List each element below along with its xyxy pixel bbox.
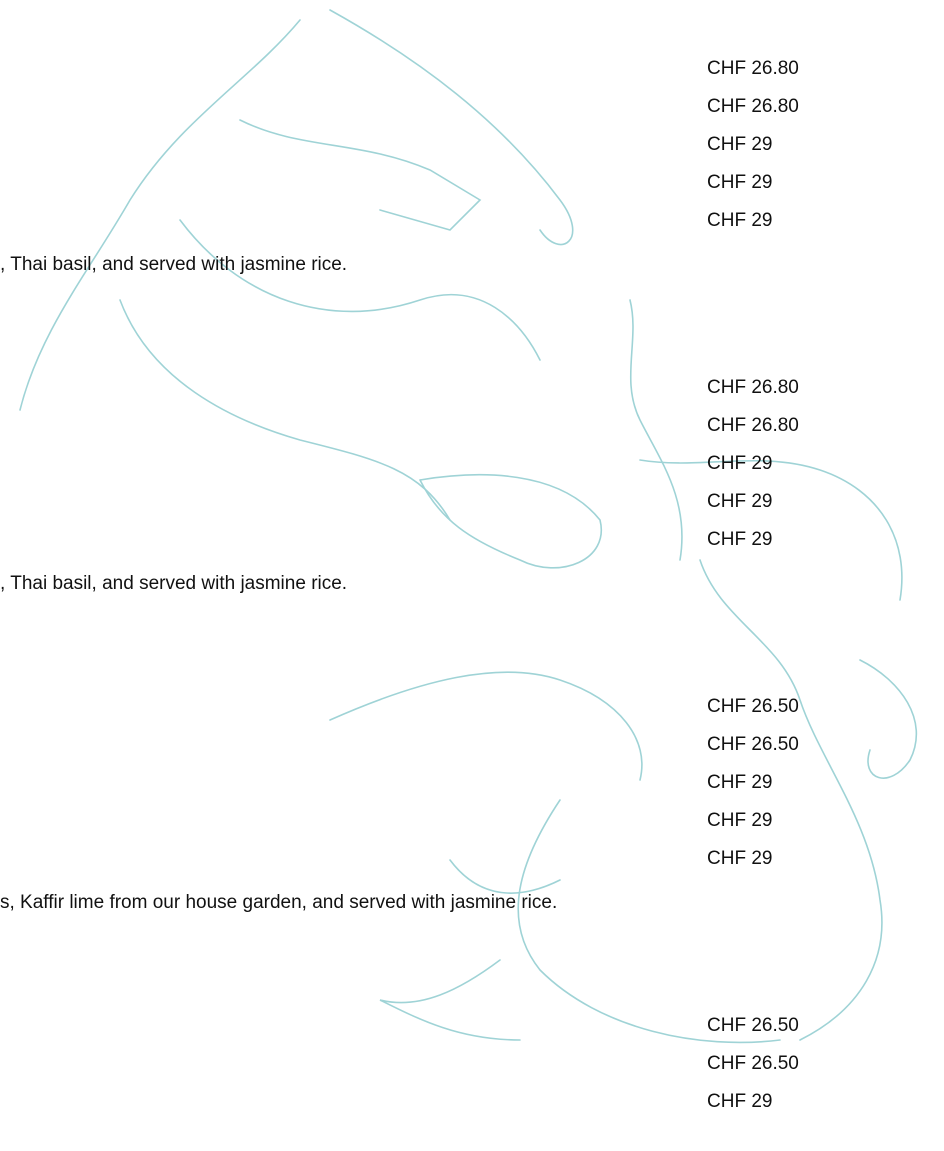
description: , Thai basil, and served with jasmine ri…: [0, 254, 348, 275]
description: , Thai basil, and served with jasmine ri…: [0, 573, 348, 594]
price: CHF 29: [707, 810, 773, 831]
price: CHF 26.50: [707, 734, 799, 755]
description: s, Kaffir lime from our house garden, an…: [0, 892, 558, 913]
price: CHF 29: [707, 210, 773, 231]
price: CHF 29: [707, 772, 773, 793]
price: CHF 29: [707, 172, 773, 193]
price: CHF 26.80: [707, 415, 799, 436]
price: CHF 29: [707, 848, 773, 869]
price: CHF 29: [707, 1091, 773, 1112]
price: CHF 26.80: [707, 96, 799, 117]
price: CHF 29: [707, 453, 773, 474]
price: CHF 26.50: [707, 1015, 799, 1036]
price: CHF 29: [707, 529, 773, 550]
price: CHF 26.50: [707, 1053, 799, 1074]
price: CHF 29: [707, 491, 773, 512]
price: CHF 26.80: [707, 58, 799, 79]
price: CHF 26.50: [707, 696, 799, 717]
price: CHF 26.80: [707, 377, 799, 398]
price: CHF 29: [707, 134, 773, 155]
